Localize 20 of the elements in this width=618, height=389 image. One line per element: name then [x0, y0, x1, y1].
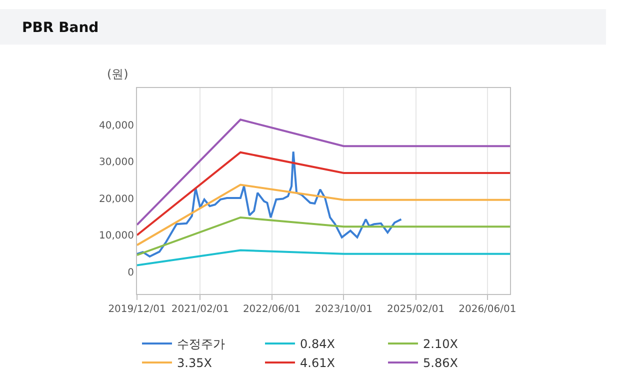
- y-tick-label: 0: [128, 267, 134, 278]
- x-tick-label: 2021/02/01: [171, 304, 229, 315]
- legend-label: 수정주가: [177, 337, 225, 352]
- x-tick-label: 2026/06/01: [458, 304, 516, 315]
- x-tick-label: 2025/02/01: [387, 304, 445, 315]
- y-axis-title: (원): [107, 67, 128, 81]
- y-tick-label: 20,000: [99, 194, 134, 205]
- x-tick-label: 2022/06/01: [242, 304, 301, 315]
- y-tick-label: 30,000: [99, 157, 134, 168]
- chart-title: PBR Band: [22, 20, 99, 36]
- line-series: [137, 150, 402, 258]
- legend-label: 4.61X: [300, 356, 335, 370]
- x-tick-label: 2023/10/01: [314, 304, 372, 315]
- legend-label: 3.35X: [177, 356, 212, 370]
- legend-label: 5.86X: [423, 356, 458, 370]
- legend-label: 2.10X: [423, 337, 458, 352]
- legend-label: 0.84X: [300, 337, 335, 352]
- y-tick-label: 40,000: [99, 120, 134, 132]
- x-tick-label: 2019/12/01: [108, 304, 166, 315]
- y-tick-label: 10,000: [99, 230, 134, 242]
